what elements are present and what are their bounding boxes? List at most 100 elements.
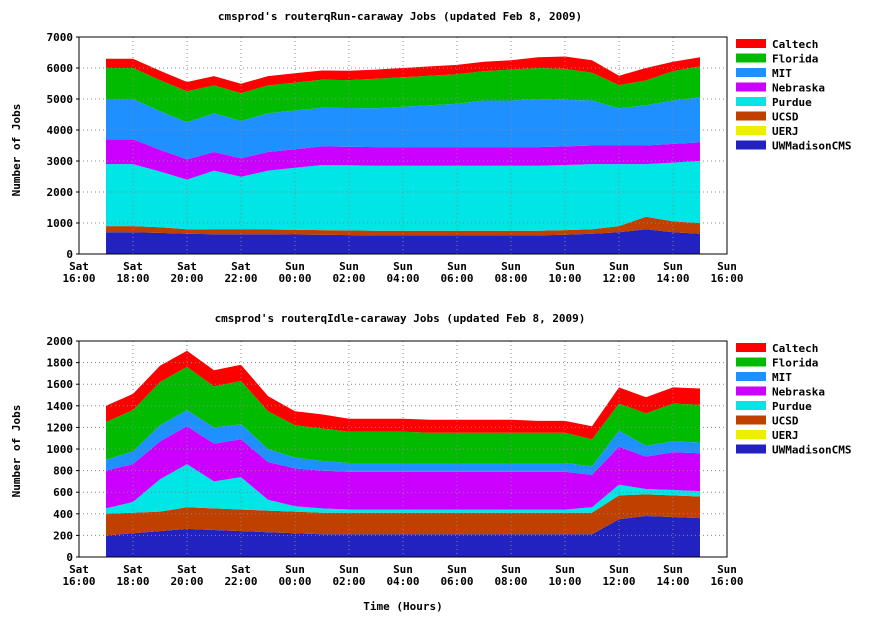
x-axis-label: Time (Hours)	[363, 600, 442, 613]
y-tick-label: 2000	[47, 335, 74, 348]
area-ucsd	[106, 216, 700, 236]
x-tick-day-label: Sat	[231, 260, 251, 273]
area-nebraska	[106, 426, 700, 510]
legend-label-caltech: Caltech	[772, 342, 818, 355]
y-tick-label: 1000	[47, 217, 74, 230]
plot-bottom: 0 200 400 600 800 1000 1200 1400 1600 1800 2000 Sat…	[47, 335, 852, 588]
legend-label-ucsd: UCSD	[772, 111, 799, 124]
x-tick-time-label: 06:00	[440, 575, 473, 588]
area-purdue	[106, 464, 700, 514]
x-tick-day-label: Sun	[717, 563, 737, 576]
x-tick-time-label: 06:00	[440, 272, 473, 285]
legend-label-florida: Florida	[772, 53, 818, 66]
x-tick-day-label: Sun	[285, 260, 305, 273]
x-tick-day-label: Sat	[231, 563, 251, 576]
x-tick-day-label: Sun	[663, 260, 683, 273]
y-tick-label: 3000	[47, 155, 74, 168]
x-tick-day-label: Sat	[69, 563, 89, 576]
y-tick-label: 1400	[47, 400, 74, 413]
x-tick-day-label: Sun	[609, 260, 629, 273]
area-purdue	[106, 161, 700, 231]
x-tick-day-label: Sun	[609, 563, 629, 576]
y-tick-label: 5000	[47, 93, 74, 106]
x-tick-time-label: 02:00	[332, 272, 365, 285]
x-tick-day-label: Sun	[555, 563, 575, 576]
legend-swatch-caltech	[736, 343, 766, 352]
chart-title-top: cmsprod's routerqRun-caraway Jobs (updat…	[218, 10, 582, 23]
y-tick-label: 1000	[47, 443, 74, 456]
legend-label-ucsd: UCSD	[772, 415, 799, 428]
x-tick-time-label: 16:00	[62, 575, 95, 588]
y-tick-label: 200	[53, 529, 73, 542]
x-tick-time-label: 20:00	[170, 575, 203, 588]
y-tick-label: 0	[66, 551, 73, 564]
x-tick-time-label: 04:00	[386, 575, 419, 588]
x-tick-day-label: Sun	[447, 260, 467, 273]
legend-label-caltech: Caltech	[772, 38, 818, 51]
area-ucsd	[106, 494, 700, 536]
y-tick-label: 1200	[47, 421, 74, 434]
x-tick-time-label: 10:00	[548, 272, 581, 285]
x-tick-day-label: Sun	[663, 563, 683, 576]
legend-label-florida: Florida	[772, 357, 818, 370]
x-tick-day-label: Sun	[555, 260, 575, 273]
plot-frame	[78, 36, 728, 255]
x-tick-time-label: 08:00	[494, 272, 527, 285]
x-tick-time-label: 14:00	[656, 575, 689, 588]
y-tick-label: 400	[53, 508, 73, 521]
x-tick-day-label: Sun	[339, 563, 359, 576]
x-tick-time-label: 18:00	[116, 575, 149, 588]
x-tick-time-label: 10:00	[548, 575, 581, 588]
x-tick-time-label: 20:00	[170, 272, 203, 285]
legend-label-purdue: Purdue	[772, 400, 812, 413]
legend-label-uwmadisoncms: UWMadisonCMS	[772, 444, 851, 457]
legend-swatch-purdue	[736, 97, 766, 106]
y-tick-label: 0	[66, 248, 73, 261]
legend-label-nebraska: Nebraska	[772, 386, 825, 399]
y-tick-label: 6000	[47, 62, 74, 75]
legend-swatch-nebraska	[736, 386, 766, 396]
legend-label-mit: MIT	[772, 371, 792, 384]
legend-swatch-purdue	[736, 401, 766, 410]
legend-swatch-uerj	[736, 126, 766, 135]
legend-label-mit: MIT	[772, 67, 792, 80]
legend-swatch-uerj	[736, 430, 766, 439]
area-uwmadisoncms	[106, 516, 700, 557]
x-tick-time-label: 14:00	[656, 272, 689, 285]
y-tick-label: 2000	[47, 186, 74, 199]
legend-swatch-mit	[736, 372, 766, 381]
y-tick-label: 4000	[47, 124, 74, 137]
y-tick-label: 800	[53, 465, 73, 478]
area-florida	[106, 366, 700, 467]
plot-top: 01000200030004000500060007000Sat16:00Sat…	[47, 31, 852, 285]
x-tick-day-label: Sun	[447, 563, 467, 576]
x-tick-day-label: Sun	[393, 260, 413, 273]
x-tick-day-label: Sat	[177, 260, 197, 273]
x-tick-time-label: 12:00	[602, 575, 635, 588]
y-tick-label: 600	[53, 486, 73, 499]
legend-label-purdue: Purdue	[772, 96, 812, 109]
x-tick-day-label: Sat	[177, 563, 197, 576]
legend-swatch-uwmadisoncms	[736, 444, 766, 454]
x-tick-day-label: Sun	[501, 563, 521, 576]
x-tick-day-label: Sun	[717, 260, 737, 273]
legend-label-uwmadisoncms: UWMadisonCMS	[772, 140, 851, 153]
x-tick-day-label: Sat	[123, 260, 143, 273]
x-tick-day-label: Sun	[501, 260, 521, 273]
chart-title-bottom: cmsprod's routerqIdle-caraway Jobs (upda…	[215, 312, 586, 325]
legend-swatch-florida	[736, 357, 766, 367]
y-tick-label: 1800	[47, 357, 74, 370]
legend-swatch-florida	[736, 53, 766, 63]
x-tick-day-label: Sat	[69, 260, 89, 273]
x-tick-time-label: 00:00	[278, 575, 311, 588]
area-florida	[106, 66, 700, 123]
x-tick-day-label: Sun	[285, 563, 305, 576]
x-tick-time-label: 00:00	[278, 272, 311, 285]
legend-swatch-uwmadisoncms	[736, 140, 766, 150]
x-tick-time-label: 08:00	[494, 575, 527, 588]
area-mit	[106, 97, 700, 160]
x-tick-day-label: Sun	[393, 563, 413, 576]
x-tick-time-label: 22:00	[224, 575, 257, 588]
legend-label-uerj: UERJ	[772, 429, 799, 442]
